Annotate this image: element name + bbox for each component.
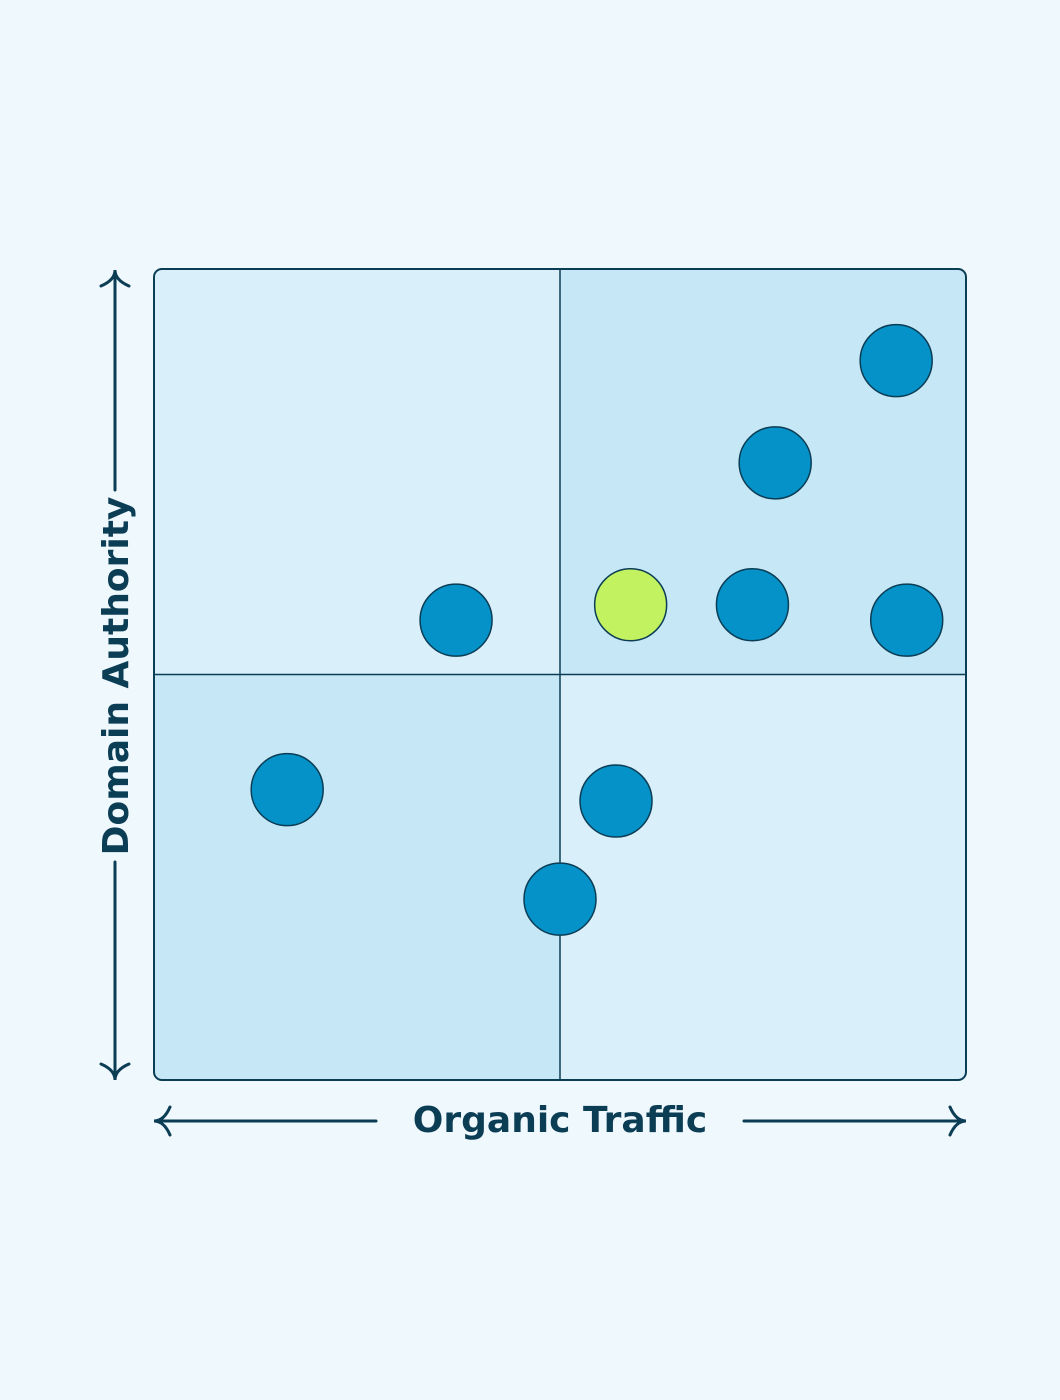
data-point [715,568,790,642]
x-axis-title: Organic Traffic [413,1100,707,1141]
arrow-up-icon [99,269,131,288]
data-point [859,323,933,398]
quadrant-dividers [154,269,966,1080]
arrow-down-icon [99,1062,131,1081]
quadrant-top-left [154,269,560,675]
y-axis-title: Domain Authority [96,497,137,856]
arrow-left-icon [153,1105,172,1137]
data-point [869,583,944,657]
data-point [738,426,812,500]
data-point [523,862,597,936]
quadrant-bottom-right [560,674,966,1080]
data-point [579,764,653,838]
plot-frame [153,268,967,1081]
x-axis-arrow [153,1105,967,1137]
data-points [250,323,944,936]
quadrant-bottom-left [154,674,560,1080]
highlighted-data-point [593,568,668,642]
y-axis-arrow [99,269,131,1081]
data-point [419,583,493,657]
arrow-right-icon [948,1105,967,1137]
data-point [250,752,324,827]
